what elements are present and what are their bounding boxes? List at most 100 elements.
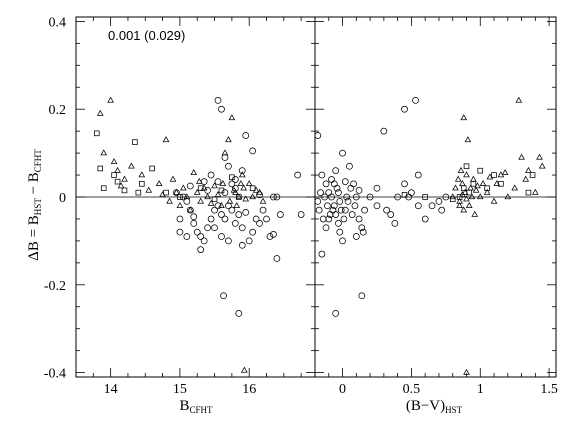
square-point [477, 167, 484, 174]
triangle-point [474, 182, 481, 189]
circle-point [204, 187, 211, 194]
triangle-point [515, 96, 523, 103]
square-point [463, 163, 470, 170]
circle-point [401, 105, 408, 113]
triangle-point [463, 171, 470, 178]
square-point [139, 181, 145, 187]
square-point [498, 181, 504, 187]
circle-point [361, 206, 368, 214]
circle-point [319, 215, 327, 223]
circle-point [228, 180, 236, 188]
circle-point [193, 228, 201, 236]
circle-point [438, 206, 446, 214]
square-point [197, 185, 204, 191]
square-point [422, 194, 428, 200]
circle-point [238, 167, 246, 175]
circle-point [249, 147, 257, 155]
triangle-point [183, 193, 191, 200]
square-point [149, 165, 155, 172]
triangle-point [237, 180, 245, 187]
square-point [163, 189, 169, 196]
triangle-point [249, 193, 256, 200]
y-axis-label: ΔB = BHST − BCFHT [26, 149, 43, 261]
circle-point [335, 219, 342, 227]
circle-point [273, 255, 281, 262]
triangle-point [110, 158, 118, 165]
circle-point [263, 215, 270, 223]
triangle-point [259, 197, 267, 204]
y-tick-label: -0.4 [44, 367, 66, 382]
circle-point [218, 233, 225, 240]
circle-point [355, 187, 363, 194]
circle-point [343, 193, 351, 201]
triangle-point [162, 136, 170, 143]
triangle-point [501, 169, 509, 176]
square-point [466, 189, 473, 196]
circle-point [207, 171, 215, 179]
triangle-point [114, 166, 121, 173]
circle-point [336, 198, 344, 205]
circle-point [231, 184, 239, 192]
triangle-point [468, 193, 476, 200]
triangle-point [456, 202, 463, 208]
circle-point [231, 219, 239, 227]
circle-point [341, 178, 349, 186]
circle-point [190, 219, 198, 227]
triangle-point [207, 199, 215, 206]
triangle-point [138, 171, 146, 178]
circle-point [346, 162, 353, 170]
circle-point [414, 171, 422, 179]
circle-point [359, 228, 367, 236]
square-point [211, 196, 218, 202]
x-tick-label: 16 [242, 382, 256, 397]
square-point [121, 187, 128, 194]
square-point [229, 174, 235, 181]
circle-point [339, 237, 346, 245]
circle-point [412, 97, 419, 104]
circle-point [408, 189, 415, 196]
circle-point [200, 237, 208, 245]
circle-point [405, 193, 413, 201]
circle-point [380, 127, 388, 135]
circle-point [276, 211, 284, 218]
triangle-point [233, 202, 241, 208]
square-point [525, 189, 532, 196]
triangle-point [454, 175, 462, 182]
x-axis-label-left-sub: CFHT [190, 405, 214, 415]
circle-point [317, 189, 324, 196]
triangle-point [211, 182, 218, 189]
triangle-point [197, 197, 205, 204]
circle-point [337, 206, 345, 214]
circle-point [355, 215, 363, 223]
triangle-point [155, 180, 163, 187]
circle-point [321, 193, 329, 201]
triangle-point [245, 180, 253, 187]
x-tick-label: 1.5 [540, 382, 558, 397]
triangle-point [100, 149, 108, 156]
circle-point [249, 228, 257, 236]
circle-point [314, 198, 322, 205]
circle-point [344, 198, 352, 205]
circle-point [180, 193, 187, 201]
triangle-point [169, 175, 177, 182]
circle-point [252, 215, 260, 223]
triangle-point [486, 173, 494, 180]
circle-point [228, 206, 236, 214]
x-tick-label: 0.5 [403, 382, 421, 397]
circle-point [218, 105, 225, 113]
triangle-point [483, 188, 491, 195]
circle-point [297, 211, 305, 218]
square-point [249, 185, 256, 191]
circle-point [200, 178, 208, 186]
circle-point [176, 228, 184, 236]
triangle-point [176, 202, 184, 208]
triangle-point [231, 188, 239, 195]
circle-point [273, 193, 281, 201]
circle-point [256, 219, 263, 227]
circle-point [352, 233, 360, 240]
circle-point [325, 215, 333, 223]
circle-point [259, 206, 267, 214]
circle-point [332, 309, 340, 317]
circle-point [351, 202, 359, 210]
